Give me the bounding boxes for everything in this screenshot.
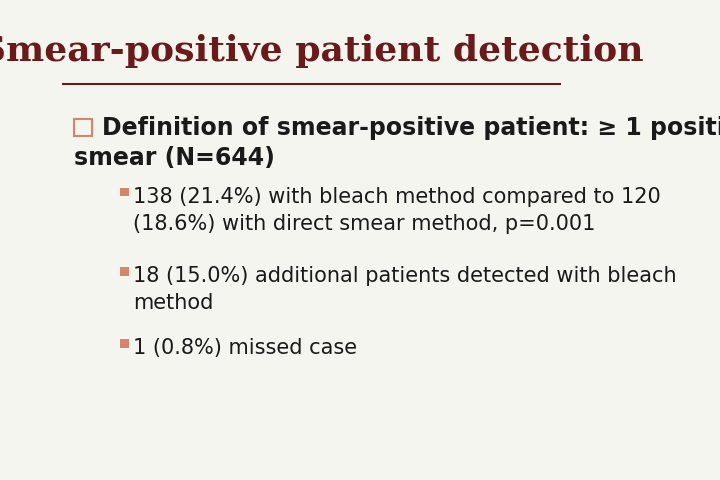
- FancyBboxPatch shape: [73, 119, 92, 136]
- FancyBboxPatch shape: [120, 267, 130, 276]
- Text: 18 (15.0%) additional patients detected with bleach
method: 18 (15.0%) additional patients detected …: [133, 266, 677, 313]
- Text: 1 (0.8%) missed case: 1 (0.8%) missed case: [133, 338, 357, 359]
- Text: Definition of smear-positive patient: ≥ 1 positive: Definition of smear-positive patient: ≥ …: [102, 116, 720, 140]
- Text: Smear-positive patient detection: Smear-positive patient detection: [0, 34, 643, 68]
- Text: 138 (21.4%) with bleach method compared to 120
(18.6%) with direct smear method,: 138 (21.4%) with bleach method compared …: [133, 187, 661, 234]
- Text: smear (N=644): smear (N=644): [73, 146, 274, 170]
- FancyBboxPatch shape: [120, 188, 130, 196]
- FancyBboxPatch shape: [120, 339, 130, 348]
